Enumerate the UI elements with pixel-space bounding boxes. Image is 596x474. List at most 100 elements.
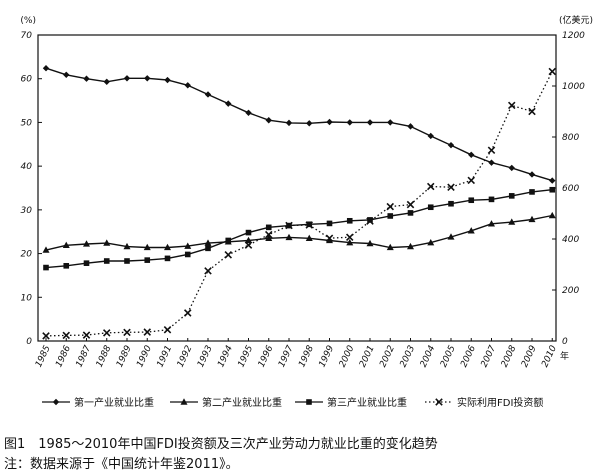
data-point [265,117,272,124]
data-point [367,217,373,223]
data-point [285,221,293,230]
data-point [143,243,151,251]
x-marker-stroke [82,331,91,339]
data-point [144,257,151,263]
right-tick-label: 400 [562,235,579,245]
data-point [488,196,495,203]
data-point [285,119,293,127]
data-point [63,71,70,78]
data-point [549,186,556,193]
x-marker-stroke [264,230,273,239]
legend-marker [52,398,60,406]
data-point [528,107,536,116]
x-tick-label: 2007 [479,344,498,369]
data-point [42,246,50,253]
data-point [184,251,191,258]
data-point [83,260,90,266]
chart: 0 10 20 30 40 50 60 70 0 200 400 600 800 1000 1200 (%) (… [20,14,593,409]
data-point [427,238,435,246]
chart-legend: 第一产业就业比重 第二产业就业比重 第三产业就业比重 实际利用FDI投资额 [42,396,543,409]
data-point [265,234,273,241]
x-marker-stroke [548,67,557,76]
data-point [326,220,333,227]
left-tick-label: 50 [21,118,33,128]
x-marker-stroke [224,251,233,259]
data-point [448,200,454,207]
data-point [346,238,354,246]
legend-item: 第三产业就业比重 [295,396,407,409]
figure-caption: 图1 1985～2010年中国FDI投资额及三次产业劳动力就业比重的变化趋势 [4,437,438,452]
data-point [62,331,71,340]
x-marker-stroke [204,267,212,275]
x-tick-label: 1994 [216,344,235,369]
right-tick-label: 800 [562,133,579,143]
x-marker-stroke [426,182,435,191]
data-point [366,119,374,126]
data-point [264,230,273,239]
data-point [468,151,475,158]
data-point [285,233,293,241]
data-point [386,243,394,251]
data-point [83,75,90,82]
x-tick-label: 1996 [257,344,276,369]
data-point [305,221,314,229]
series-line [45,214,553,251]
x-marker-stroke [143,328,152,336]
right-tick-label: 200 [562,286,579,296]
data-point [548,211,556,219]
data-point [42,65,50,72]
right-tick-label: 1200 [562,31,585,41]
data-point [507,101,516,110]
legend-label: 实际利用FDI投资额 [457,396,543,409]
left-axis-unit: (%) [20,16,36,26]
x-marker-stroke [325,234,334,243]
legend-marker [180,398,188,405]
source-note: 注：数据来源于《中国统计年鉴2011》。 [4,457,239,472]
series-4 [42,67,557,340]
data-point [366,217,374,225]
data-point [427,204,434,211]
data-point [63,263,70,269]
data-point [467,227,475,234]
data-point [204,267,212,275]
x-tick-label: 2002 [378,344,397,369]
x-tick-label: 2006 [459,344,478,369]
left-tick-label: 10 [21,293,33,303]
data-point [245,236,252,244]
x-marker-stroke [62,331,71,340]
x-tick-label: 1990 [135,344,154,369]
data-point [204,239,212,246]
data-point [325,234,334,243]
left-tick-label: 30 [21,206,33,216]
x-tick-label: 1999 [317,344,336,369]
x-tick-label: 1985 [34,344,53,369]
data-point [123,75,131,82]
data-point [42,332,50,340]
x-tick-label: 2005 [439,344,458,369]
x-marker-stroke [406,200,415,209]
data-point [468,197,475,204]
data-point [407,123,414,130]
x-marker-stroke [42,332,50,340]
x-marker-stroke [345,233,354,241]
x-tick-label: 1992 [176,344,195,369]
x-tick-label: 1986 [54,344,73,369]
x-tick-label: 2003 [398,344,417,369]
data-point [103,78,110,85]
data-point [164,76,171,84]
x-marker-stroke [528,107,536,116]
data-point [184,82,191,89]
data-point [265,224,272,231]
data-point [103,258,110,264]
x-marker-stroke [507,101,516,110]
x-marker-stroke [244,241,253,249]
data-point [529,189,535,195]
data-point [487,146,496,155]
data-point [225,100,232,107]
x-tick-label: 2008 [500,344,519,369]
data-point [103,239,111,246]
x-axis-unit: 年 [560,350,569,362]
data-point [123,328,131,337]
data-point [245,229,252,236]
data-point [144,75,151,82]
